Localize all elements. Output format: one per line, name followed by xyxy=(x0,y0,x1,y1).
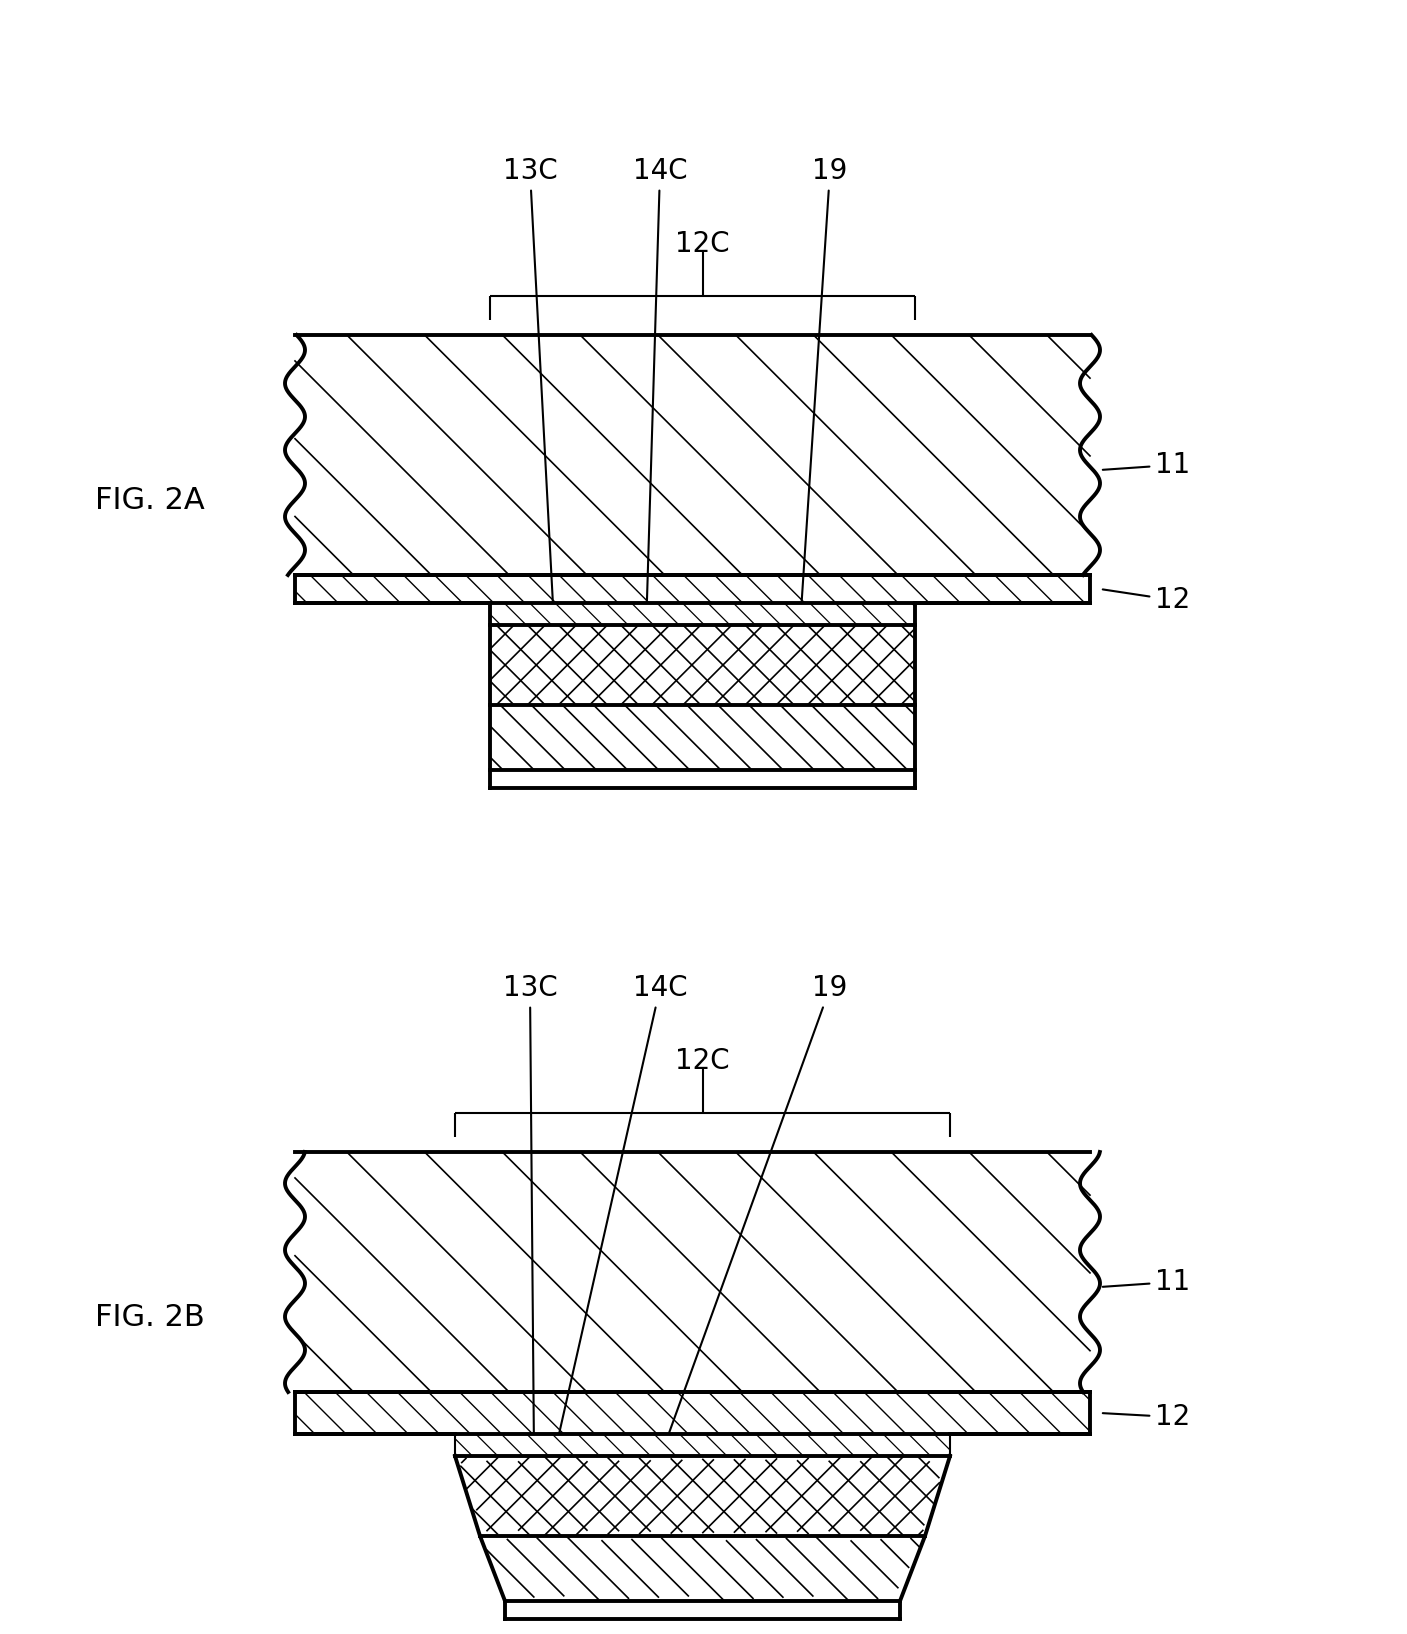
Text: 14C: 14C xyxy=(546,974,687,1493)
Text: 12C: 12C xyxy=(675,230,730,258)
Text: FIG. 2B: FIG. 2B xyxy=(96,1302,205,1332)
Bar xyxy=(490,770,915,788)
Text: FIG. 2A: FIG. 2A xyxy=(96,485,205,515)
Text: 19: 19 xyxy=(606,974,847,1608)
Text: 12: 12 xyxy=(1103,1404,1190,1431)
Text: 13C: 13C xyxy=(502,974,557,1565)
Text: 11: 11 xyxy=(1103,1268,1190,1296)
Bar xyxy=(295,575,1090,603)
Bar xyxy=(295,1392,1090,1435)
Polygon shape xyxy=(505,1601,900,1619)
Polygon shape xyxy=(454,1456,950,1536)
Text: 14C: 14C xyxy=(633,157,687,662)
Text: 11: 11 xyxy=(1103,451,1190,479)
Text: 19: 19 xyxy=(791,157,847,776)
Bar xyxy=(295,335,1090,575)
Text: 13C: 13C xyxy=(502,157,560,734)
Bar xyxy=(454,1435,950,1456)
Text: 12C: 12C xyxy=(675,1047,730,1075)
Bar xyxy=(490,603,915,624)
Bar xyxy=(295,1152,1090,1392)
Polygon shape xyxy=(480,1536,924,1601)
Bar xyxy=(490,704,915,770)
Text: 12: 12 xyxy=(1103,587,1190,614)
Bar xyxy=(490,624,915,704)
